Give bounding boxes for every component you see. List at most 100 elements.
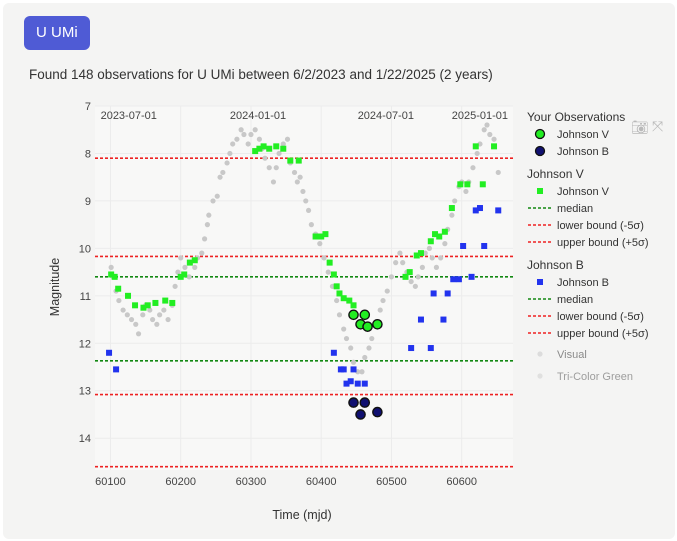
- johnson-v-point[interactable]: [115, 285, 122, 292]
- visual-point[interactable]: [273, 165, 279, 171]
- johnson-b-point[interactable]: [440, 316, 447, 323]
- johnson-v-point[interactable]: [436, 233, 443, 240]
- johnson-v-point[interactable]: [108, 271, 115, 278]
- visual-point[interactable]: [377, 307, 383, 313]
- visual-point[interactable]: [116, 297, 122, 304]
- visual-point[interactable]: [393, 260, 399, 266]
- visual-point[interactable]: [199, 250, 205, 256]
- johnson-v-point[interactable]: [457, 181, 464, 188]
- visual-point[interactable]: [442, 241, 448, 247]
- visual-point[interactable]: [341, 326, 347, 332]
- visual-point[interactable]: [350, 359, 357, 365]
- visual-point[interactable]: [433, 264, 440, 270]
- visual-point[interactable]: [336, 312, 343, 318]
- visual-point[interactable]: [317, 241, 323, 247]
- visual-point[interactable]: [334, 297, 340, 304]
- visual-point[interactable]: [388, 274, 395, 280]
- johnson-b-point[interactable]: [350, 366, 357, 373]
- visual-point[interactable]: [224, 160, 230, 166]
- visual-point[interactable]: [210, 198, 216, 204]
- visual-point[interactable]: [426, 245, 432, 251]
- visual-point[interactable]: [284, 136, 291, 142]
- johnson-v-point[interactable]: [448, 205, 455, 212]
- johnson-v-point[interactable]: [177, 273, 184, 280]
- johnson-b-point[interactable]: [113, 366, 120, 373]
- johnson-b-point[interactable]: [468, 273, 475, 280]
- johnson-v-point[interactable]: [441, 228, 448, 235]
- johnson-b-point[interactable]: [408, 345, 415, 352]
- johnson-v-point[interactable]: [252, 148, 259, 155]
- visual-point[interactable]: [133, 321, 139, 327]
- visual-point[interactable]: [321, 255, 327, 261]
- legend-item-label[interactable]: Johnson V: [557, 186, 610, 198]
- legend-item-label[interactable]: Johnson V: [557, 129, 610, 141]
- star-name-button[interactable]: U UMi: [24, 16, 90, 50]
- visual-point[interactable]: [165, 316, 171, 323]
- visual-point[interactable]: [204, 222, 211, 228]
- autoscale-icon[interactable]: ⤧: [652, 118, 664, 134]
- johnson-v-point[interactable]: [427, 238, 434, 245]
- your-johnson-v-point[interactable]: [359, 309, 371, 321]
- visual-point[interactable]: [412, 283, 418, 289]
- johnson-b-point[interactable]: [495, 207, 502, 214]
- visual-point[interactable]: [172, 283, 178, 289]
- johnson-v-point[interactable]: [413, 252, 420, 259]
- visual-point[interactable]: [214, 193, 220, 199]
- legend-item-label[interactable]: Visual: [557, 349, 587, 361]
- visual-point[interactable]: [408, 278, 414, 285]
- johnson-v-point[interactable]: [260, 143, 267, 150]
- visual-point[interactable]: [201, 236, 208, 242]
- johnson-b-point[interactable]: [340, 366, 347, 373]
- visual-point[interactable]: [256, 136, 262, 142]
- visual-point[interactable]: [238, 127, 244, 133]
- visual-point[interactable]: [192, 264, 198, 270]
- visual-point[interactable]: [150, 316, 156, 323]
- visual-point[interactable]: [463, 188, 469, 195]
- visual-point[interactable]: [452, 198, 458, 204]
- johnson-v-point[interactable]: [280, 145, 287, 152]
- visual-point[interactable]: [270, 179, 277, 185]
- visual-point[interactable]: [297, 174, 303, 180]
- johnson-b-point[interactable]: [476, 205, 483, 212]
- johnson-b-point[interactable]: [460, 243, 467, 249]
- your-johnson-b-point[interactable]: [355, 409, 366, 420]
- visual-point[interactable]: [220, 169, 226, 176]
- johnson-v-point[interactable]: [266, 145, 273, 152]
- visual-point[interactable]: [449, 212, 455, 218]
- johnson-v-point[interactable]: [330, 271, 337, 278]
- johnson-v-point[interactable]: [132, 302, 139, 309]
- visual-point[interactable]: [186, 274, 192, 280]
- visual-point[interactable]: [400, 260, 406, 266]
- visual-point[interactable]: [359, 369, 365, 375]
- visual-point[interactable]: [325, 269, 331, 275]
- visual-point[interactable]: [280, 141, 286, 147]
- johnson-v-point[interactable]: [256, 145, 263, 152]
- johnson-b-point[interactable]: [343, 380, 350, 387]
- legend-item-label[interactable]: lower bound (-5σ): [557, 220, 644, 232]
- visual-point[interactable]: [474, 150, 480, 157]
- visual-point[interactable]: [252, 127, 258, 133]
- johnson-v-point[interactable]: [287, 157, 294, 164]
- johnson-v-point[interactable]: [318, 233, 325, 240]
- johnson-v-point[interactable]: [144, 302, 151, 309]
- johnson-v-point[interactable]: [479, 181, 486, 188]
- johnson-b-point[interactable]: [361, 380, 368, 387]
- johnson-b-point[interactable]: [106, 349, 113, 356]
- visual-point[interactable]: [366, 345, 372, 351]
- visual-point[interactable]: [380, 297, 386, 304]
- johnson-v-point[interactable]: [491, 143, 498, 150]
- johnson-b-point[interactable]: [430, 290, 437, 297]
- visual-point[interactable]: [305, 207, 312, 214]
- visual-point[interactable]: [140, 312, 146, 318]
- johnson-b-point[interactable]: [444, 290, 451, 297]
- visual-point[interactable]: [491, 136, 497, 142]
- visual-point[interactable]: [487, 131, 493, 138]
- johnson-b-point[interactable]: [354, 380, 361, 387]
- visual-point[interactable]: [348, 345, 354, 351]
- johnson-b-point[interactable]: [450, 276, 457, 283]
- johnson-b-point[interactable]: [347, 378, 354, 385]
- johnson-v-point[interactable]: [333, 283, 340, 290]
- visual-point[interactable]: [124, 312, 130, 318]
- visual-point[interactable]: [470, 165, 476, 171]
